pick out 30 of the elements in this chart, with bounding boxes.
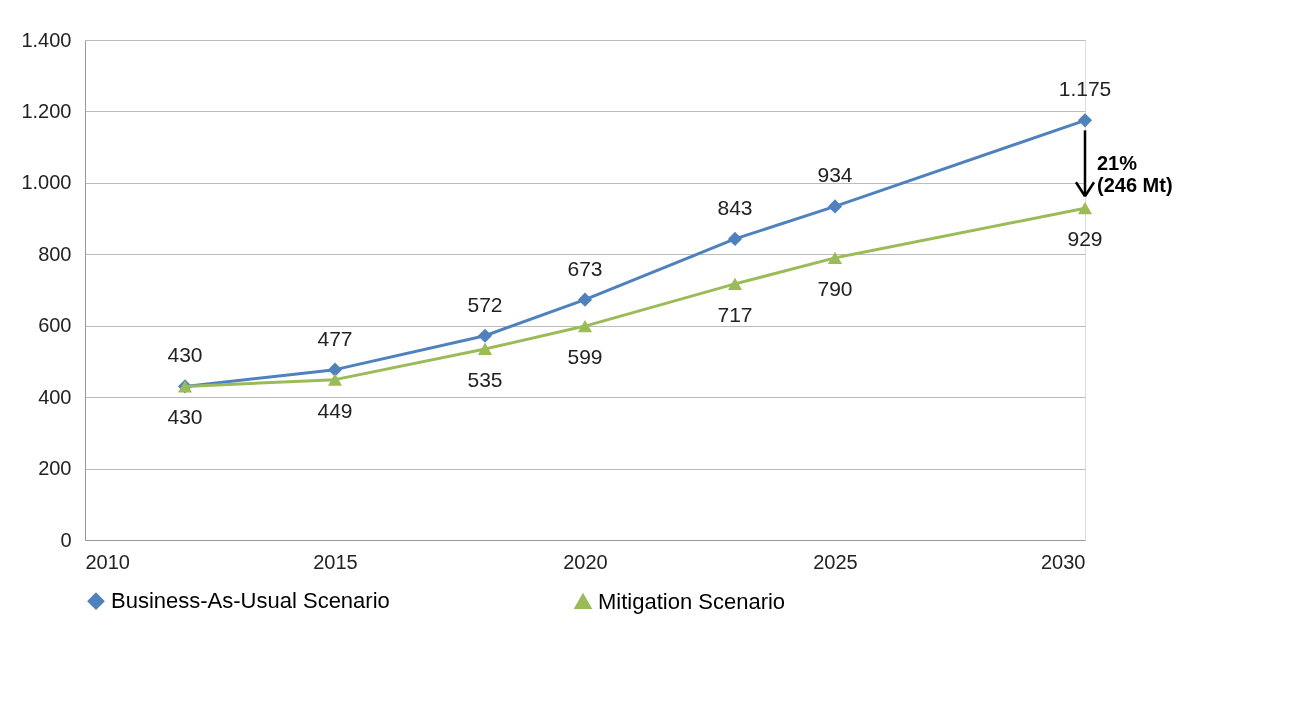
y-tick-label: 1.000 [21, 171, 72, 194]
data-label: 430 [167, 405, 203, 429]
x-tick-label: 2030 [1041, 550, 1086, 573]
x-tick-label: 2020 [563, 550, 608, 573]
data-label: 430 [167, 343, 203, 367]
y-tick-label: 200 [38, 457, 72, 480]
y-tick-label: 600 [38, 314, 72, 337]
data-label: 929 [1067, 227, 1103, 251]
data-label: 1.175 [1058, 77, 1112, 101]
data-label: 449 [317, 398, 353, 422]
data-label: 717 [717, 302, 753, 326]
legend-label: Business-As-Usual Scenario [111, 588, 390, 614]
x-tick-label: 2010 [85, 550, 130, 573]
y-tick-label: 1.400 [21, 28, 72, 51]
data-label: 535 [467, 367, 503, 391]
legend-label: Mitigation Scenario [598, 588, 786, 614]
data-label: 790 [817, 276, 853, 300]
data-label: 477 [317, 326, 353, 350]
data-label: 843 [717, 195, 753, 219]
data-label: 572 [467, 292, 503, 316]
x-tick-label: 2015 [313, 550, 358, 573]
y-tick-label: 0 [60, 528, 72, 551]
y-tick-label: 1.200 [21, 99, 72, 122]
data-label: 599 [567, 345, 603, 369]
data-label: 673 [567, 256, 603, 280]
y-tick-label: 400 [38, 385, 72, 408]
y-tick-label: 800 [38, 242, 72, 265]
x-tick-label: 2025 [813, 550, 858, 573]
text: 21% (246 Mt) [1097, 152, 1173, 197]
data-label: 934 [817, 163, 853, 187]
